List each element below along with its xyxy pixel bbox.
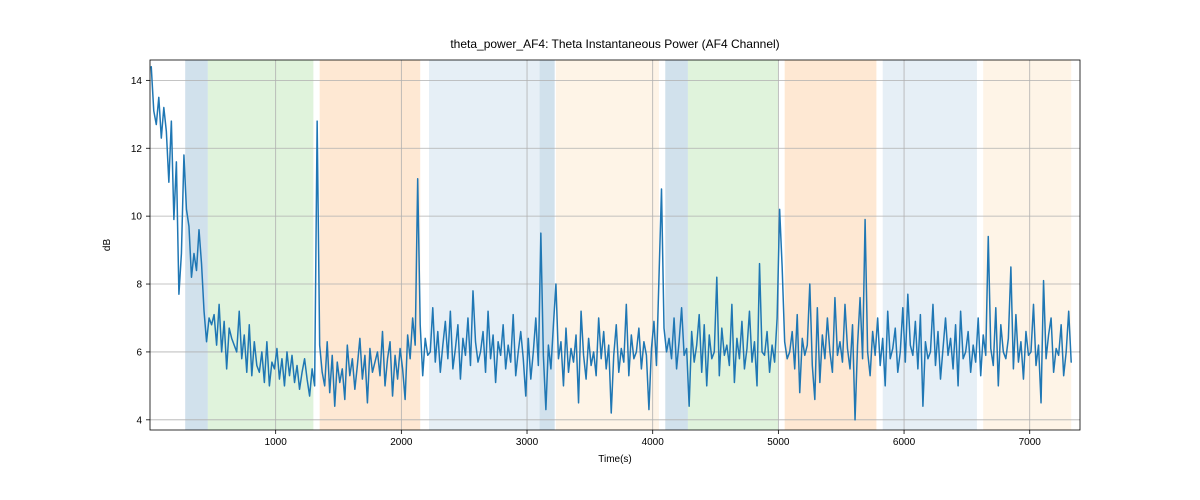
x-tick-label: 1000: [265, 437, 288, 448]
y-tick-label: 6: [136, 347, 142, 358]
x-ticks: 1000 2000 3000 4000 5000 6000 7000: [265, 430, 1042, 448]
region-band: [556, 60, 659, 430]
y-tick-label: 12: [131, 144, 143, 155]
x-tick-label: 2000: [390, 437, 413, 448]
x-tick-label: 3000: [516, 437, 539, 448]
x-axis-label: Time(s): [598, 454, 632, 465]
y-tick-label: 8: [136, 280, 142, 291]
region-band: [688, 60, 778, 430]
y-tick-label: 10: [131, 212, 143, 223]
region-band: [185, 60, 208, 430]
line-chart: 1000 2000 3000 4000 5000 6000 7000 4 6 8 10 12 14 Tim…: [0, 0, 1200, 500]
region-band: [429, 60, 540, 430]
y-axis-label: dB: [102, 239, 113, 252]
region-band: [883, 60, 977, 430]
region-band: [983, 60, 1071, 430]
chart-title: theta_power_AF4: Theta Instantaneous Pow…: [450, 37, 779, 51]
x-tick-label: 4000: [642, 437, 665, 448]
y-tick-label: 14: [131, 76, 143, 87]
region-band: [665, 60, 688, 430]
y-tick-label: 4: [136, 415, 142, 426]
x-tick-label: 5000: [767, 437, 790, 448]
x-tick-label: 7000: [1019, 437, 1042, 448]
region-band: [320, 60, 421, 430]
y-ticks: 4 6 8 10 12 14: [131, 76, 150, 426]
chart-container: 1000 2000 3000 4000 5000 6000 7000 4 6 8 10 12 14 Tim…: [0, 0, 1200, 500]
x-tick-label: 6000: [893, 437, 916, 448]
